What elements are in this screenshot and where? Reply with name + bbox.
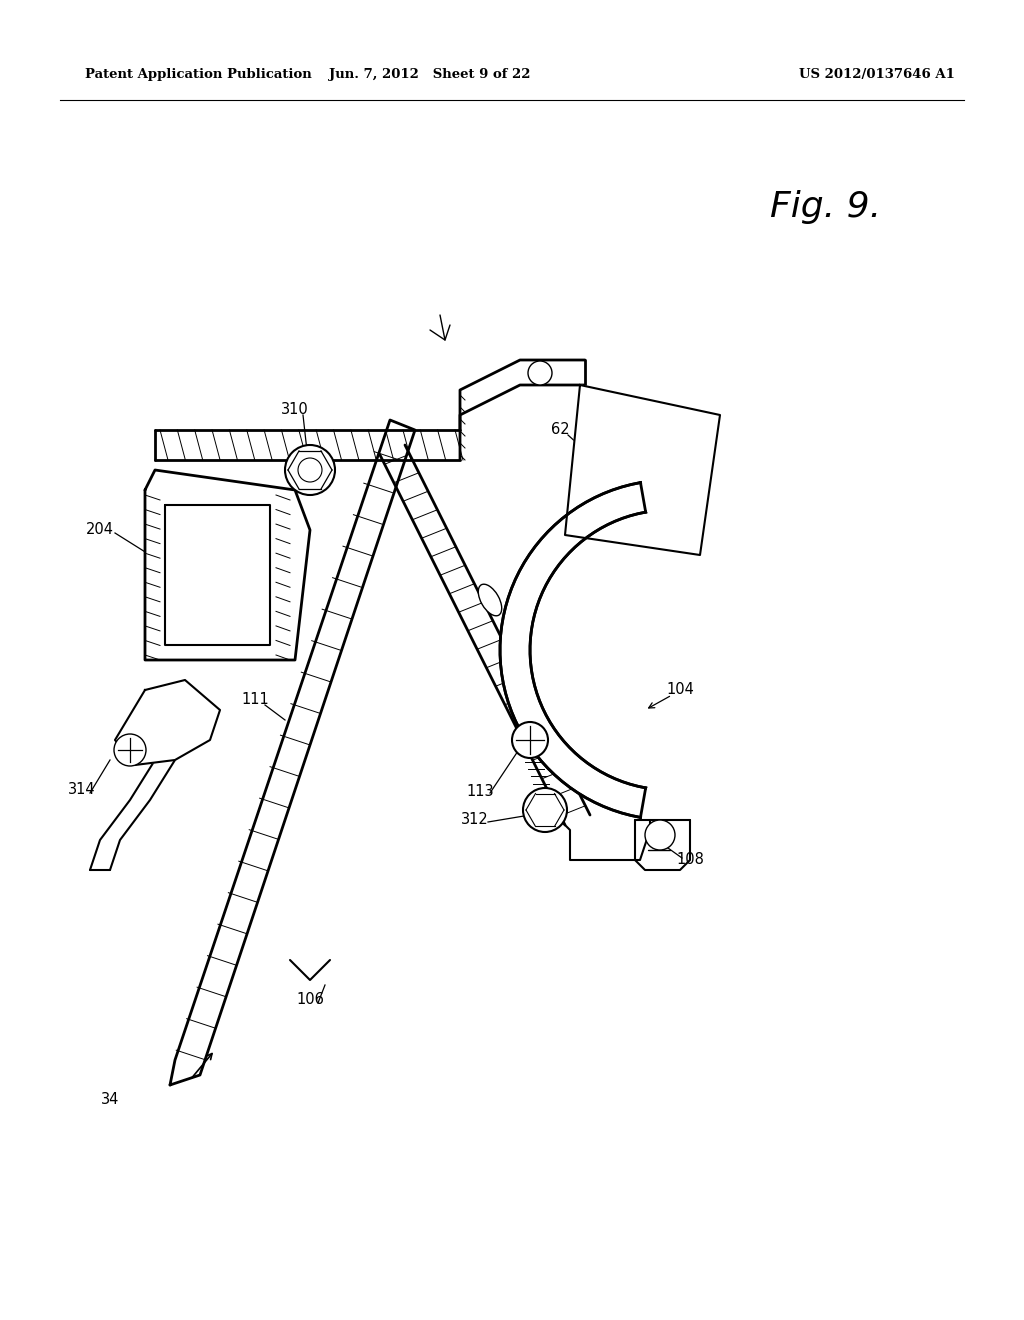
Ellipse shape <box>478 585 502 616</box>
Circle shape <box>512 722 548 758</box>
Text: 312: 312 <box>461 813 488 828</box>
Text: 62: 62 <box>551 422 569 437</box>
Polygon shape <box>500 483 646 817</box>
Circle shape <box>285 445 335 495</box>
Polygon shape <box>565 385 720 554</box>
Text: Fig. 9.: Fig. 9. <box>770 190 881 224</box>
Circle shape <box>114 734 146 766</box>
Text: 104: 104 <box>666 682 694 697</box>
Text: 108: 108 <box>676 853 703 867</box>
Text: 310: 310 <box>282 403 309 417</box>
Text: 106: 106 <box>296 993 324 1007</box>
Text: 314: 314 <box>69 783 96 797</box>
Text: 111: 111 <box>241 693 269 708</box>
Text: 46: 46 <box>206 570 224 586</box>
Circle shape <box>523 788 567 832</box>
Polygon shape <box>115 680 220 766</box>
Text: Patent Application Publication: Patent Application Publication <box>85 69 311 81</box>
Text: Jun. 7, 2012   Sheet 9 of 22: Jun. 7, 2012 Sheet 9 of 22 <box>330 69 530 81</box>
Text: 34: 34 <box>100 1093 119 1107</box>
Text: 113: 113 <box>466 784 494 800</box>
Text: US 2012/0137646 A1: US 2012/0137646 A1 <box>799 69 955 81</box>
Circle shape <box>528 360 552 385</box>
Polygon shape <box>145 470 310 660</box>
Circle shape <box>645 820 675 850</box>
Text: 204: 204 <box>86 523 114 537</box>
Polygon shape <box>170 420 415 1085</box>
Polygon shape <box>165 506 270 645</box>
